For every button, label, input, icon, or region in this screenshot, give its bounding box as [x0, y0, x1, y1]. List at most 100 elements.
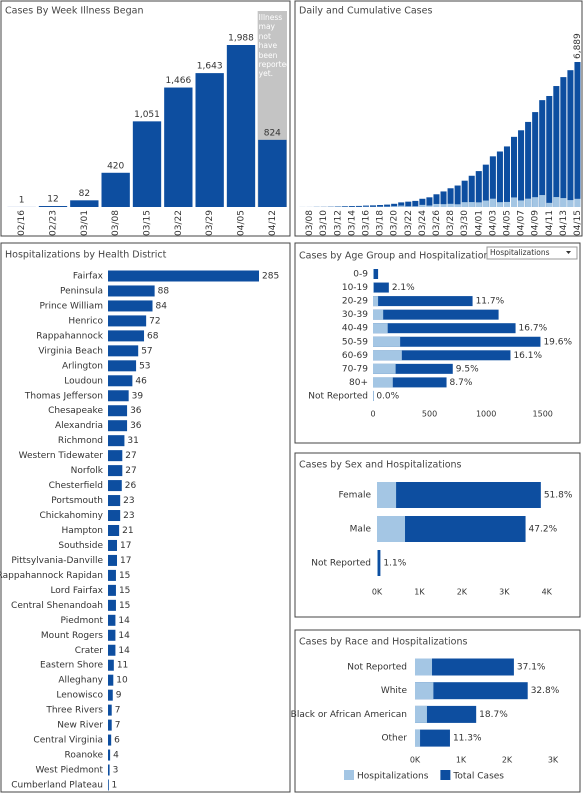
- bar: [546, 95, 553, 207]
- y-tick-label: 80+: [349, 378, 368, 388]
- x-tick-label: 1500: [533, 410, 553, 419]
- bar: [391, 206, 398, 207]
- x-tick-label: 03/28: [446, 210, 456, 236]
- y-tick-label: Other: [381, 734, 407, 744]
- bar: [496, 151, 503, 207]
- x-tick-label: 04/15: [573, 210, 583, 236]
- panel: [0, 242, 291, 793]
- bar: [108, 539, 118, 551]
- bar: [373, 269, 374, 279]
- data-label: 21: [122, 526, 133, 536]
- x-tick-label: 3K: [499, 588, 510, 597]
- bar: [373, 323, 516, 334]
- dropdown-label[interactable]: Hospitalizations: [490, 248, 550, 257]
- legend-swatch: [440, 770, 451, 780]
- bar: [108, 345, 139, 357]
- data-label: 7: [115, 706, 121, 716]
- bar: [539, 100, 546, 207]
- data-label: 11: [117, 661, 128, 671]
- data-label: 57: [141, 346, 152, 356]
- y-tick-label: Black or African American: [291, 710, 407, 720]
- bar: [415, 729, 450, 747]
- data-label: 88: [158, 286, 170, 296]
- y-tick-label: Thomas Jefferson: [24, 391, 103, 401]
- bar: [377, 482, 541, 508]
- bar: [108, 614, 116, 626]
- y-tick-label: Three Rivers: [45, 706, 103, 716]
- x-tick-label: 03/18: [376, 210, 386, 236]
- bar: [412, 200, 419, 207]
- data-label: 32.8%: [531, 686, 560, 696]
- y-tick-label: Not Reported: [311, 559, 371, 569]
- dropdown[interactable]: [486, 246, 578, 260]
- y-tick-label: White: [381, 686, 408, 696]
- y-tick-label: Virginia Beach: [38, 346, 103, 356]
- data-label: 84: [156, 301, 168, 311]
- legend-label: Hospitalizations: [357, 772, 429, 782]
- data-label: 36: [130, 406, 142, 416]
- bar: [415, 705, 477, 723]
- x-tick-label: 04/07: [517, 210, 527, 236]
- bar: [419, 204, 426, 207]
- y-tick-label: Hampton: [61, 526, 103, 536]
- bar: [377, 205, 384, 207]
- y-tick-label: Rappahannock: [36, 331, 104, 341]
- x-tick-label: 3K: [548, 756, 559, 765]
- data-label: 11.7%: [476, 297, 505, 307]
- data-label: 9: [116, 691, 122, 701]
- chart-title: Hospitalizations by Health District: [5, 250, 167, 261]
- bar: [373, 309, 384, 320]
- bar: [377, 550, 381, 576]
- data-label: 9.5%: [456, 364, 479, 374]
- y-tick-label: 50-59: [342, 337, 368, 347]
- x-tick-label: 03/08: [305, 210, 315, 236]
- bar: [164, 87, 193, 207]
- bar: [373, 336, 401, 347]
- bar: [461, 202, 468, 207]
- y-tick-label: Central Shenandoah: [11, 601, 103, 611]
- y-tick-label: Central Virginia: [33, 736, 103, 746]
- bar: [108, 719, 112, 731]
- bar: [373, 269, 379, 279]
- y-tick-label: Western Tidewater: [19, 451, 104, 461]
- data-label: 0.0%: [376, 391, 399, 401]
- bar: [518, 200, 525, 207]
- data-label: 39: [132, 391, 144, 401]
- bar: [132, 121, 162, 207]
- dropdown-arrow[interactable]: [566, 251, 571, 254]
- x-tick-label: 03/29: [205, 210, 215, 236]
- y-tick-label: 40-49: [342, 324, 368, 334]
- y-tick-label: Pittsylvania-Danville: [11, 556, 103, 566]
- y-tick-label: Chickahominy: [39, 511, 103, 521]
- y-tick-label: Peninsula: [60, 286, 103, 296]
- chart-title: Cases by Age Group and Hospitalizations: [299, 251, 495, 262]
- bar: [475, 202, 482, 207]
- data-label: 1: [19, 195, 25, 205]
- bar: [108, 779, 109, 791]
- bar: [108, 659, 114, 671]
- bar: [415, 729, 421, 747]
- x-tick-label: 02/16: [17, 210, 27, 236]
- bar: [108, 629, 116, 641]
- x-tick-label: 1K: [414, 588, 425, 597]
- bar: [370, 205, 377, 207]
- chart-title: Daily and Cumulative Cases: [299, 6, 432, 17]
- x-tick-label: 04/12: [268, 210, 278, 236]
- x-tick-label: 03/24: [418, 210, 428, 236]
- bar: [101, 172, 130, 207]
- y-tick-label: 30-39: [342, 310, 368, 320]
- data-label: 36: [130, 421, 142, 431]
- annotation-text: Illness may not have been reported yet.: [258, 13, 287, 79]
- y-tick-label: Portsmouth: [51, 496, 103, 506]
- y-tick-label: New River: [57, 721, 103, 731]
- bar: [482, 200, 489, 207]
- x-tick-label: 04/09: [531, 210, 541, 236]
- bar: [384, 204, 391, 207]
- bar: [447, 203, 454, 207]
- bar: [412, 206, 419, 207]
- y-tick-label: West Piedmont: [36, 766, 104, 776]
- x-tick-label: 03/30: [460, 210, 470, 236]
- y-tick-label: Richmond: [58, 436, 103, 446]
- x-tick-label: 1K: [456, 756, 467, 765]
- bar: [373, 282, 374, 293]
